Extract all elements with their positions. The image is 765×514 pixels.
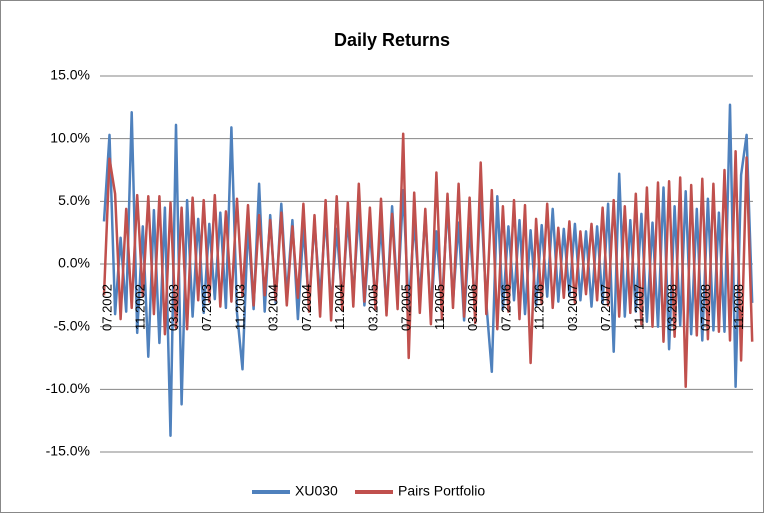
x-tick-label: 11.2007 bbox=[631, 284, 646, 330]
x-tick-label: 03.2008 bbox=[665, 284, 680, 331]
y-tick-label: -10.0% bbox=[46, 380, 90, 396]
y-tick-label: 5.0% bbox=[58, 192, 90, 208]
x-tick-label: 11.2006 bbox=[532, 284, 547, 330]
x-tick-label: 07.2007 bbox=[598, 284, 613, 331]
x-tick-label: 11.2004 bbox=[332, 284, 347, 330]
y-tick-label: -15.0% bbox=[46, 443, 90, 459]
x-tick-label: 11.2008 bbox=[731, 284, 746, 330]
y-tick-label: 15.0% bbox=[50, 67, 90, 83]
x-tick-label: 07.2002 bbox=[99, 284, 114, 331]
y-tick-label: 0.0% bbox=[58, 255, 90, 271]
y-tick-label: 10.0% bbox=[50, 129, 90, 145]
x-tick-label: 07.2005 bbox=[399, 284, 414, 331]
legend-label: XU030 bbox=[295, 483, 338, 499]
x-tick-label: 03.2003 bbox=[166, 284, 181, 331]
x-tick-label: 03.2006 bbox=[465, 284, 480, 331]
x-tick-label: 07.2004 bbox=[299, 284, 314, 331]
x-tick-label: 03.2007 bbox=[565, 284, 580, 331]
x-tick-label: 11.2002 bbox=[133, 284, 148, 330]
x-tick-label: 03.2005 bbox=[365, 284, 380, 331]
x-tick-label: 07.2008 bbox=[698, 284, 713, 331]
legend-label: Pairs Portfolio bbox=[398, 483, 485, 499]
y-tick-label: -5.0% bbox=[53, 317, 90, 333]
x-tick-label: 11.2005 bbox=[432, 284, 447, 330]
series-line bbox=[102, 132, 754, 389]
chart-title: Daily Returns bbox=[334, 30, 450, 50]
x-tick-label: 11.2003 bbox=[232, 284, 247, 330]
x-tick-label: 03.2004 bbox=[266, 284, 281, 331]
x-tick-label: 07.2006 bbox=[498, 284, 513, 331]
x-tick-label: 07.2003 bbox=[199, 284, 214, 331]
